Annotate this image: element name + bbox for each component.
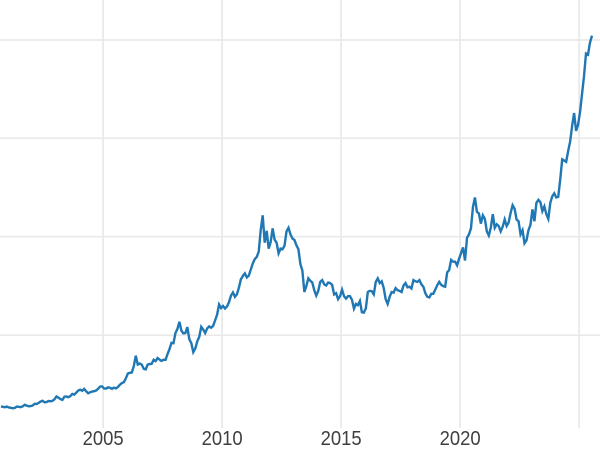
x-tick-label: 2010 [202, 427, 243, 450]
x-tick-label: 2015 [321, 427, 362, 450]
x-tick-label: 2005 [83, 427, 124, 450]
price-line-series [0, 35, 594, 410]
x-tick-label: 2020 [440, 427, 481, 450]
